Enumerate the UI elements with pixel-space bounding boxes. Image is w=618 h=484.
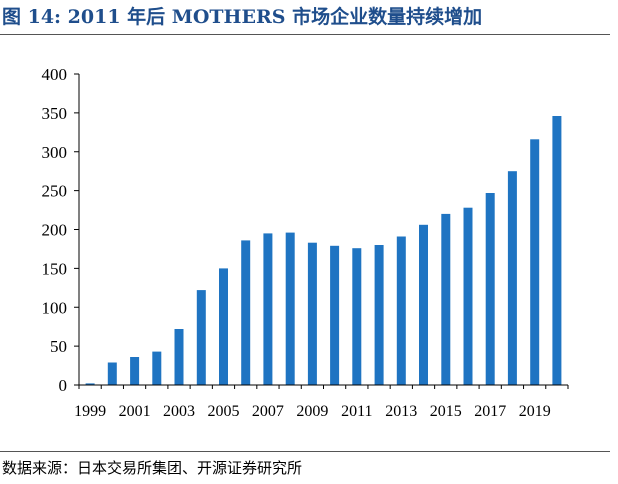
bar-2014 <box>419 224 428 385</box>
bar-2018 <box>507 171 517 385</box>
bar-2013 <box>396 236 406 385</box>
x-tick-label-2011: 2011 <box>341 403 372 420</box>
bar-2011 <box>352 248 362 385</box>
bar-2017 <box>485 193 495 385</box>
bar-2004 <box>196 290 206 385</box>
bar-1999 <box>85 383 95 385</box>
bar-2020 <box>552 116 562 385</box>
bar-2015 <box>441 213 451 385</box>
y-tick-label-200: 200 <box>42 221 68 240</box>
bar-2006 <box>241 240 251 385</box>
x-tick-label-2001: 2001 <box>119 403 151 420</box>
bar-2008 <box>285 232 295 385</box>
x-tick-label-2009: 2009 <box>296 403 328 420</box>
x-tick-label-1999: 1999 <box>74 403 106 420</box>
bar-2009 <box>307 242 317 385</box>
bar-2012 <box>374 245 384 385</box>
figure-title: 图 14: 2011 年后 MOTHERS 市场企业数量持续增加 <box>2 6 483 28</box>
bar-2001 <box>130 357 140 385</box>
x-tick-label-2003: 2003 <box>163 403 195 420</box>
bar-2000 <box>107 362 117 385</box>
source-note: 数据来源：日本交易所集团、开源证券研究所 <box>2 459 303 477</box>
y-tick-label-0: 0 <box>59 376 68 395</box>
y-tick-label-400: 400 <box>42 65 68 84</box>
bottom-divider <box>0 451 610 452</box>
x-tick-label-2017: 2017 <box>474 403 506 420</box>
y-tick-label-150: 150 <box>42 259 68 278</box>
bar-2002 <box>152 351 162 385</box>
y-tick-label-250: 250 <box>42 182 68 201</box>
x-tick-label-2005: 2005 <box>208 403 240 420</box>
bar-2005 <box>219 268 228 385</box>
x-tick-label-2015: 2015 <box>430 403 462 420</box>
bar-2016 <box>463 207 473 385</box>
bar-2019 <box>530 139 540 385</box>
top-divider <box>0 34 610 35</box>
y-tick-label-350: 350 <box>42 104 68 123</box>
y-tick-label-300: 300 <box>42 143 68 162</box>
y-tick-label-50: 50 <box>50 337 67 356</box>
bar-2007 <box>263 233 273 385</box>
y-tick-label-100: 100 <box>42 298 68 317</box>
bar-2010 <box>330 245 340 385</box>
bar-2003 <box>174 329 184 385</box>
x-tick-label-2007: 2007 <box>252 403 284 420</box>
x-tick-label-2013: 2013 <box>385 403 417 420</box>
x-tick-label-2019: 2019 <box>519 403 551 420</box>
